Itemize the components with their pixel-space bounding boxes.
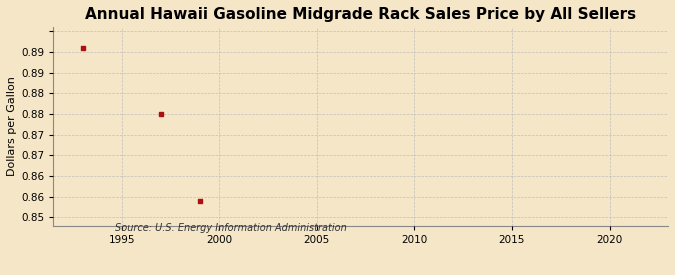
Text: Source: U.S. Energy Information Administration: Source: U.S. Energy Information Administ…: [115, 223, 346, 233]
Point: [194, 199, 205, 203]
Title: Annual Hawaii Gasoline Midgrade Rack Sales Price by All Sellers: Annual Hawaii Gasoline Midgrade Rack Sal…: [85, 7, 637, 22]
Point: [77, 46, 88, 50]
Y-axis label: Dollars per Gallon: Dollars per Gallon: [7, 76, 17, 176]
Point: [155, 112, 166, 116]
